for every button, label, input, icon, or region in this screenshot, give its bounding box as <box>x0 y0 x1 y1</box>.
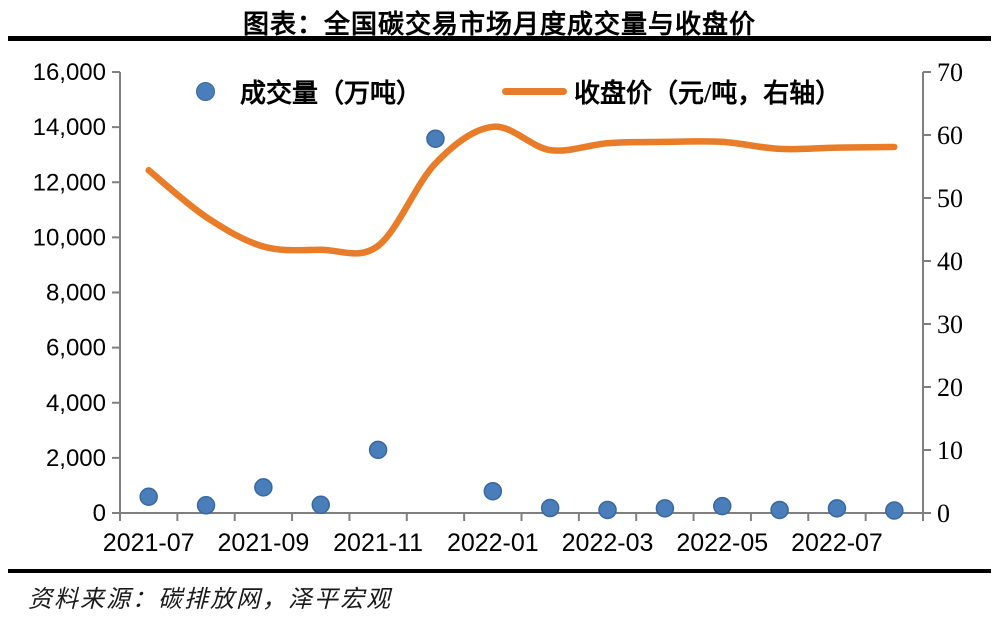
line-marker-icon <box>502 87 567 95</box>
right-axis-tick-label: 30 <box>937 310 963 339</box>
x-axis-tick-label: 2021-09 <box>218 529 310 557</box>
x-axis-tick-label: 2022-03 <box>562 529 654 557</box>
scatter-marker-icon <box>196 81 215 101</box>
x-axis-tick-label: 2021-11 <box>333 529 423 557</box>
left-axis-tick-label: 2,000 <box>46 445 106 472</box>
x-axis-tick-label: 2022-05 <box>676 529 768 557</box>
left-axis-tick-label: 4,000 <box>46 390 106 417</box>
volume-data-point <box>827 499 847 518</box>
left-axis-tick-label: 12,000 <box>33 169 106 196</box>
left-axis-tick-label: 14,000 <box>33 114 106 141</box>
left-axis-tick-label: 10,000 <box>33 224 106 251</box>
left-axis-tick-label: 6,000 <box>46 335 106 362</box>
volume-data-point <box>770 500 789 520</box>
x-axis-tick-label: 2021-07 <box>103 529 195 557</box>
title-divider-rule <box>8 36 991 41</box>
legend-label-volume: 成交量（万吨） <box>240 78 423 108</box>
volume-data-point <box>483 481 503 501</box>
price-line <box>145 123 898 257</box>
volume-data-point <box>540 498 560 518</box>
volume-data-point <box>254 478 273 497</box>
left-axis-tick-label: 8,000 <box>46 280 106 307</box>
volume-data-point <box>426 129 445 148</box>
volume-data-point <box>598 500 617 520</box>
left-axis-tick-label: 0 <box>93 500 106 527</box>
volume-data-point <box>655 499 675 518</box>
right-axis-tick-label: 10 <box>937 436 963 465</box>
volume-data-point <box>885 501 904 520</box>
volume-data-point <box>139 487 158 506</box>
right-axis-tick-label: 40 <box>937 247 963 276</box>
volume-data-point <box>368 440 388 460</box>
legend-item-price: 收盘价（元/吨，右轴） <box>502 76 841 108</box>
right-axis-tick-label: 0 <box>937 499 950 528</box>
right-axis-tick-label: 20 <box>937 373 963 402</box>
x-axis-tick-label: 2022-01 <box>447 529 539 557</box>
volume-data-point <box>713 496 732 516</box>
legend-label-price: 收盘价（元/吨，右轴） <box>574 78 842 108</box>
right-axis-tick-label: 70 <box>937 58 963 87</box>
footer-divider-rule <box>8 569 991 573</box>
left-axis-tick-label: 16,000 <box>33 59 106 86</box>
right-axis-tick-label: 60 <box>937 121 963 150</box>
right-axis-tick-label: 50 <box>937 184 963 213</box>
legend-item-volume: 成交量（万吨） <box>196 76 422 108</box>
chart-title: 图表：全国碳交易市场月度成交量与收盘价 <box>242 10 756 39</box>
volume-data-point <box>311 495 330 514</box>
x-axis-tick-label: 2022-07 <box>791 529 883 557</box>
volume-data-point <box>196 496 216 515</box>
source-note: 资料来源：碳排放网，泽平宏观 <box>28 587 392 613</box>
